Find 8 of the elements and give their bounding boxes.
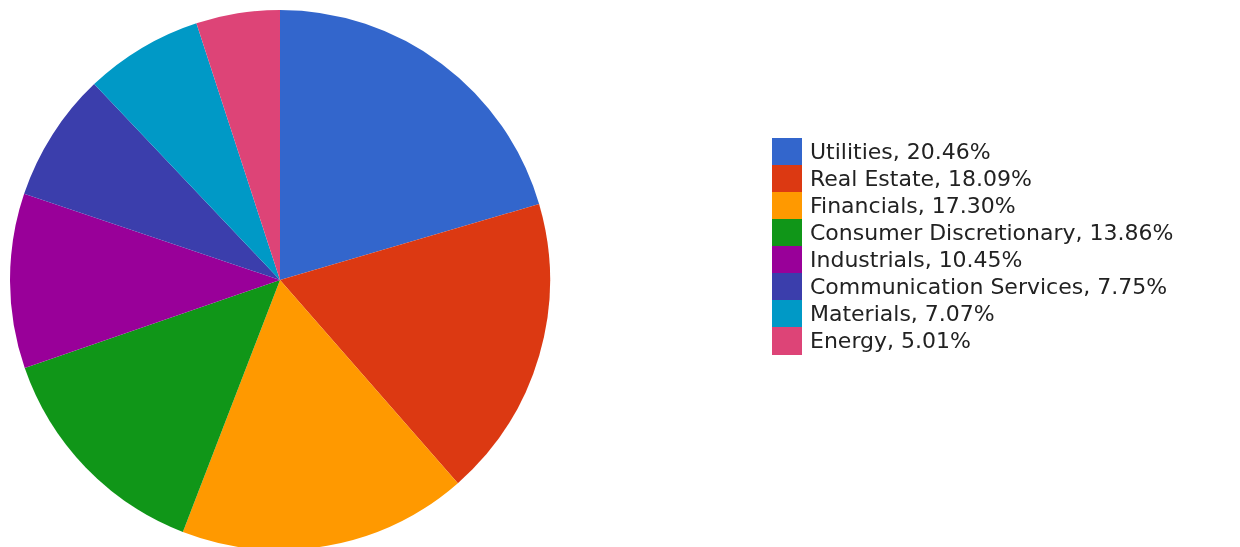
legend-label: Materials, 7.07% xyxy=(810,301,995,326)
legend-label: Industrials, 10.45% xyxy=(810,247,1023,272)
legend-label: Utilities, 20.46% xyxy=(810,139,991,164)
legend-label: Energy, 5.01% xyxy=(810,328,971,353)
legend-label: Financials, 17.30% xyxy=(810,193,1016,218)
legend-label: Real Estate, 18.09% xyxy=(810,166,1032,191)
legend-label: Communication Services, 7.75% xyxy=(810,274,1168,299)
legend-label: Consumer Discretionary, 13.86% xyxy=(810,220,1174,245)
